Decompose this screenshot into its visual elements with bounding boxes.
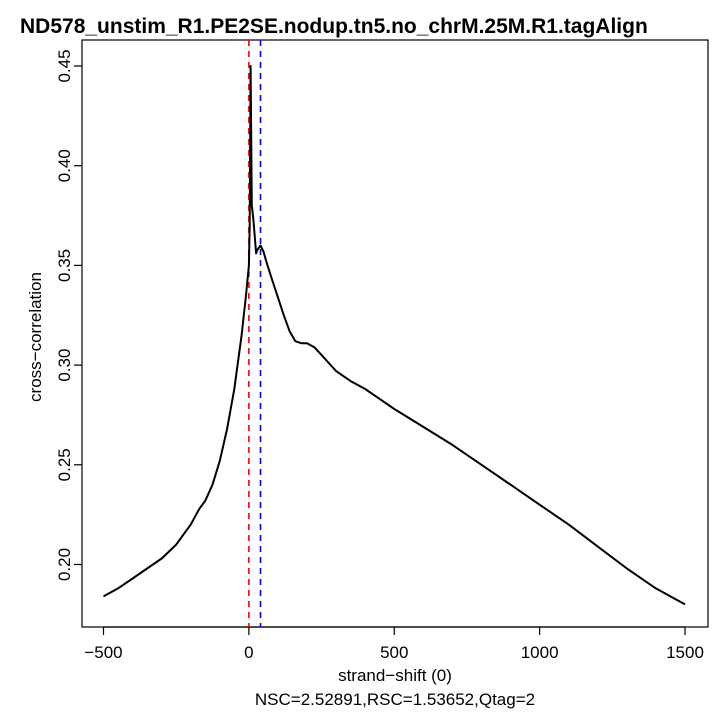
x-tick-label: 1000 bbox=[521, 643, 559, 662]
y-tick-label: 0.30 bbox=[55, 349, 74, 382]
x-tick-label: −500 bbox=[84, 643, 122, 662]
plot-area: −500 0 500 1000 1500 0.20 0.25 0.30 0.35 0.40 0.45 bbox=[55, 39, 709, 662]
x-axis-label: strand−shift (0) bbox=[338, 666, 452, 685]
y-tick-label: 0.35 bbox=[55, 249, 74, 282]
cross-correlation-line bbox=[103, 65, 686, 606]
y-axis-label: cross−correlation bbox=[26, 272, 45, 402]
x-tick-label: 500 bbox=[380, 643, 408, 662]
y-tick-label: 0.25 bbox=[55, 448, 74, 481]
plot-frame bbox=[81, 39, 709, 628]
y-tick-label: 0.20 bbox=[55, 548, 74, 581]
y-tick-label: 0.40 bbox=[55, 149, 74, 182]
x-tick-label: 1500 bbox=[666, 643, 704, 662]
chart-subtitle: NSC=2.52891,RSC=1.53652,Qtag=2 bbox=[255, 690, 535, 709]
chart-title: ND578_unstim_R1.PE2SE.nodup.tn5.no_chrM.… bbox=[20, 15, 648, 38]
y-tick-label: 0.45 bbox=[55, 49, 74, 82]
x-tick-label: 0 bbox=[244, 643, 253, 662]
